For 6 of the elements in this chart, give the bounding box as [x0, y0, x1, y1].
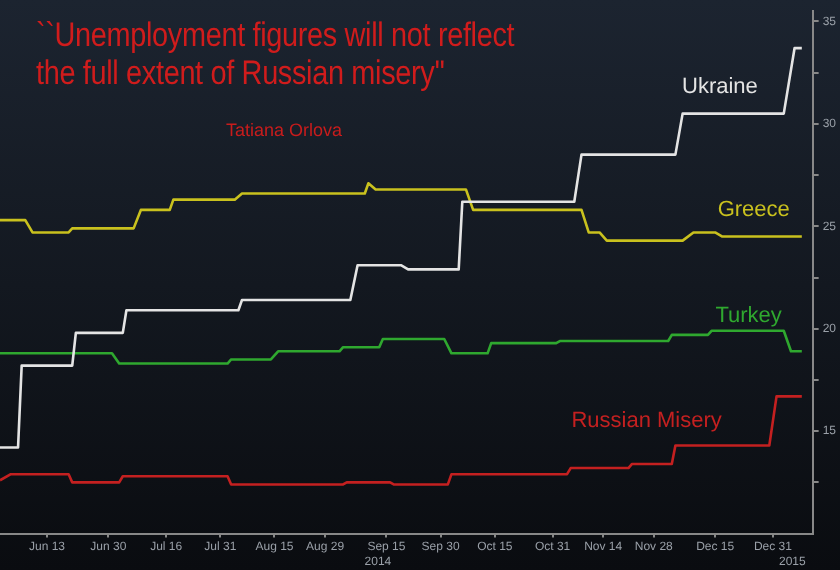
text: Tatiana Orlova [226, 120, 343, 140]
text: ``Unemployment figures will not reflect the full extent of Russian misery'' [36, 16, 517, 92]
series-label: Greece [717, 197, 790, 222]
series-label: Turkey [715, 304, 783, 329]
series-label: Ukraine [682, 75, 758, 100]
series-label: Russian Misery [571, 409, 723, 434]
